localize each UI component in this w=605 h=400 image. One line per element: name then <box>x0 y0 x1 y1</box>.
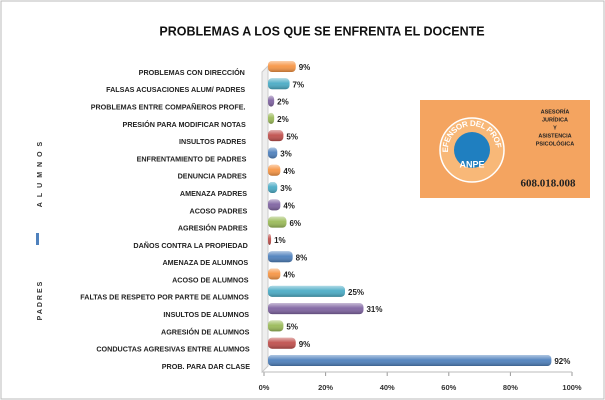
y-tick-label: AMENAZA DE ALUMNOS <box>162 258 248 267</box>
value-label: 2% <box>277 98 289 107</box>
y-tick-label: INSULTOS PADRES <box>179 137 246 146</box>
value-label: 1% <box>274 236 286 245</box>
x-tick-label: 0% <box>259 383 270 392</box>
y-tick-label: AGRESIÓN DE ALUMNOS <box>161 327 250 336</box>
y-tick-label: ENFRENTAMIENTO DE PADRES <box>137 154 247 163</box>
logo-phone: 608.018.008 <box>521 178 577 190</box>
chart-title: PROBLEMAS A LOS QUE SE ENFRENTA EL DOCEN… <box>159 24 484 38</box>
x-tick-label: 40% <box>380 383 395 392</box>
y-tick-label: AMENAZA PADRES <box>180 189 247 198</box>
value-label: 7% <box>293 80 305 89</box>
y-tick-label: PROB. PARA DAR CLASE <box>162 362 250 371</box>
y-tick-label: FALTAS DE RESPETO POR PARTE DE ALUMNOS <box>80 293 249 302</box>
bar-shine <box>268 182 278 194</box>
logo-service: ASISTENCIA <box>538 133 571 139</box>
logo-service: PSICOLÓGICA <box>536 139 575 147</box>
group-divider <box>36 233 39 245</box>
axis-wall <box>261 64 269 374</box>
y-tick-label: PROBLEMAS CON DIRECCIÓN <box>139 68 245 77</box>
bar-shine <box>268 78 290 90</box>
value-label: 3% <box>280 184 292 193</box>
y-tick-label: PRESIÓN PARA MODIFICAR NOTAS <box>123 120 246 129</box>
y-tick-label: DENUNCIA PADRES <box>178 172 247 181</box>
logo-service: Y <box>553 125 557 131</box>
bar-shine <box>268 251 293 263</box>
value-label: 4% <box>283 167 295 176</box>
value-label: 92% <box>554 357 570 366</box>
y-tick-label: INSULTOS DE ALUMNOS <box>163 310 249 319</box>
bar-shine <box>268 61 296 72</box>
x-tick-label: 80% <box>503 383 518 392</box>
bar-shine <box>268 164 281 176</box>
logo-globe <box>454 132 490 168</box>
value-label: 25% <box>348 288 364 297</box>
y-tick-label: CONDUCTAS AGRESIVAS ENTRE ALUMNOS <box>96 345 250 354</box>
logo-service: ASESORÍA <box>541 107 570 115</box>
value-label: 2% <box>277 115 289 124</box>
bar-shine <box>268 233 272 245</box>
bar-shine <box>268 337 296 349</box>
value-label: 9% <box>299 340 311 349</box>
y-tick-label: DAÑOS CONTRA LA PROPIEDAD <box>133 241 247 250</box>
bar-shine <box>268 216 287 228</box>
bar-shine <box>268 147 278 159</box>
bar-shine <box>268 95 275 107</box>
bar-shine <box>268 199 281 211</box>
bar-shine <box>268 112 275 124</box>
bar-shine <box>268 285 345 297</box>
value-label: 31% <box>366 305 382 314</box>
bar-shine <box>268 268 281 280</box>
logo-name: ANPE <box>459 159 484 169</box>
bar-shine <box>268 130 284 142</box>
x-tick-label: 60% <box>441 383 456 392</box>
y-tick-label: FALSAS ACUSACIONES ALUM/ PADRES <box>106 85 245 94</box>
y-tick-label: ACOSO DE ALUMNOS <box>172 275 249 284</box>
bar-shine <box>268 320 284 332</box>
x-tick-label: 20% <box>318 383 333 392</box>
value-label: 4% <box>283 201 295 210</box>
bar-shine <box>268 303 364 315</box>
bar-shine <box>268 355 552 366</box>
value-label: 3% <box>280 150 292 159</box>
value-label: 8% <box>296 253 308 262</box>
group-label: ALUMNOS <box>37 137 44 207</box>
value-label: 6% <box>289 219 301 228</box>
logo-service: JURÍDICA <box>542 115 568 123</box>
y-tick-label: PROBLEMAS ENTRE COMPAÑEROS PROFE. <box>91 102 246 111</box>
value-label: 4% <box>283 271 295 280</box>
group-label: PADRES <box>37 280 44 321</box>
y-tick-label: AGRESIÓN PADRES <box>178 224 248 233</box>
value-label: 5% <box>286 132 298 141</box>
x-tick-label: 100% <box>562 383 582 392</box>
value-label: 9% <box>299 63 311 72</box>
value-label: 5% <box>286 323 298 332</box>
y-tick-label: ACOSO PADRES <box>190 206 248 215</box>
